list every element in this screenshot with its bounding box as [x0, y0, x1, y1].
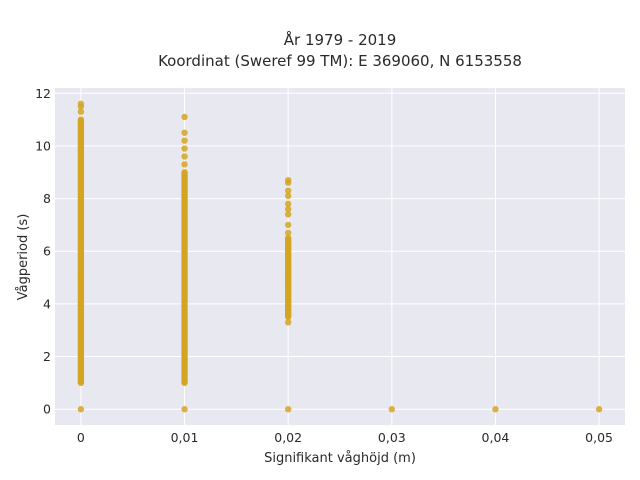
data-point	[284, 234, 292, 242]
data-point	[181, 145, 188, 152]
data-point	[284, 187, 292, 194]
data-point	[181, 137, 188, 144]
data-point	[284, 200, 292, 208]
data-point	[284, 211, 292, 218]
x-tick-label: 0	[77, 430, 85, 445]
data-points	[77, 100, 603, 413]
y-tick-label: 6	[43, 244, 51, 259]
data-point	[595, 406, 603, 413]
data-point	[77, 100, 85, 107]
data-point	[77, 406, 85, 413]
x-tick-label: 0,05	[585, 430, 613, 445]
data-point	[181, 129, 188, 136]
data-point	[284, 205, 292, 213]
data-point	[492, 406, 499, 413]
data-point	[181, 161, 188, 168]
chart-title-line1: År 1979 - 2019	[284, 30, 397, 49]
data-point	[181, 169, 188, 176]
data-point	[284, 229, 292, 237]
data-point	[181, 113, 188, 121]
data-point	[77, 108, 85, 115]
grid-lines	[55, 88, 625, 425]
y-tick-label: 4	[43, 296, 51, 311]
y-tick-label: 10	[35, 138, 51, 153]
y-tick-label: 2	[43, 349, 51, 364]
y-tick-label: 12	[35, 86, 51, 101]
y-axis-label: Vågperiod (s)	[16, 214, 31, 301]
data-point	[284, 406, 292, 413]
data-point	[388, 406, 396, 413]
y-tick-label: 0	[43, 402, 51, 417]
x-axis-ticks: 0 0,01 0,02 0,03 0,04 0,05	[77, 430, 613, 445]
data-point	[181, 153, 188, 160]
y-axis-ticks: 0 2 4 6 8 10 12	[35, 86, 51, 417]
data-point	[284, 176, 292, 184]
x-tick-label: 0,03	[378, 430, 406, 445]
x-tick-label: 0,01	[171, 430, 199, 445]
data-point	[284, 192, 292, 200]
x-axis-label: Signifikant våghöjd (m)	[264, 451, 416, 466]
data-point	[284, 319, 292, 326]
plot-area	[55, 88, 625, 425]
data-point	[77, 116, 85, 123]
data-point	[181, 406, 188, 413]
chart-title-line2: Koordinat (Sweref 99 TM): E 369060, N 61…	[158, 52, 522, 70]
x-tick-label: 0,04	[482, 430, 510, 445]
x-tick-label: 0,02	[274, 430, 302, 445]
y-tick-label: 8	[43, 191, 51, 206]
data-point	[284, 221, 292, 229]
